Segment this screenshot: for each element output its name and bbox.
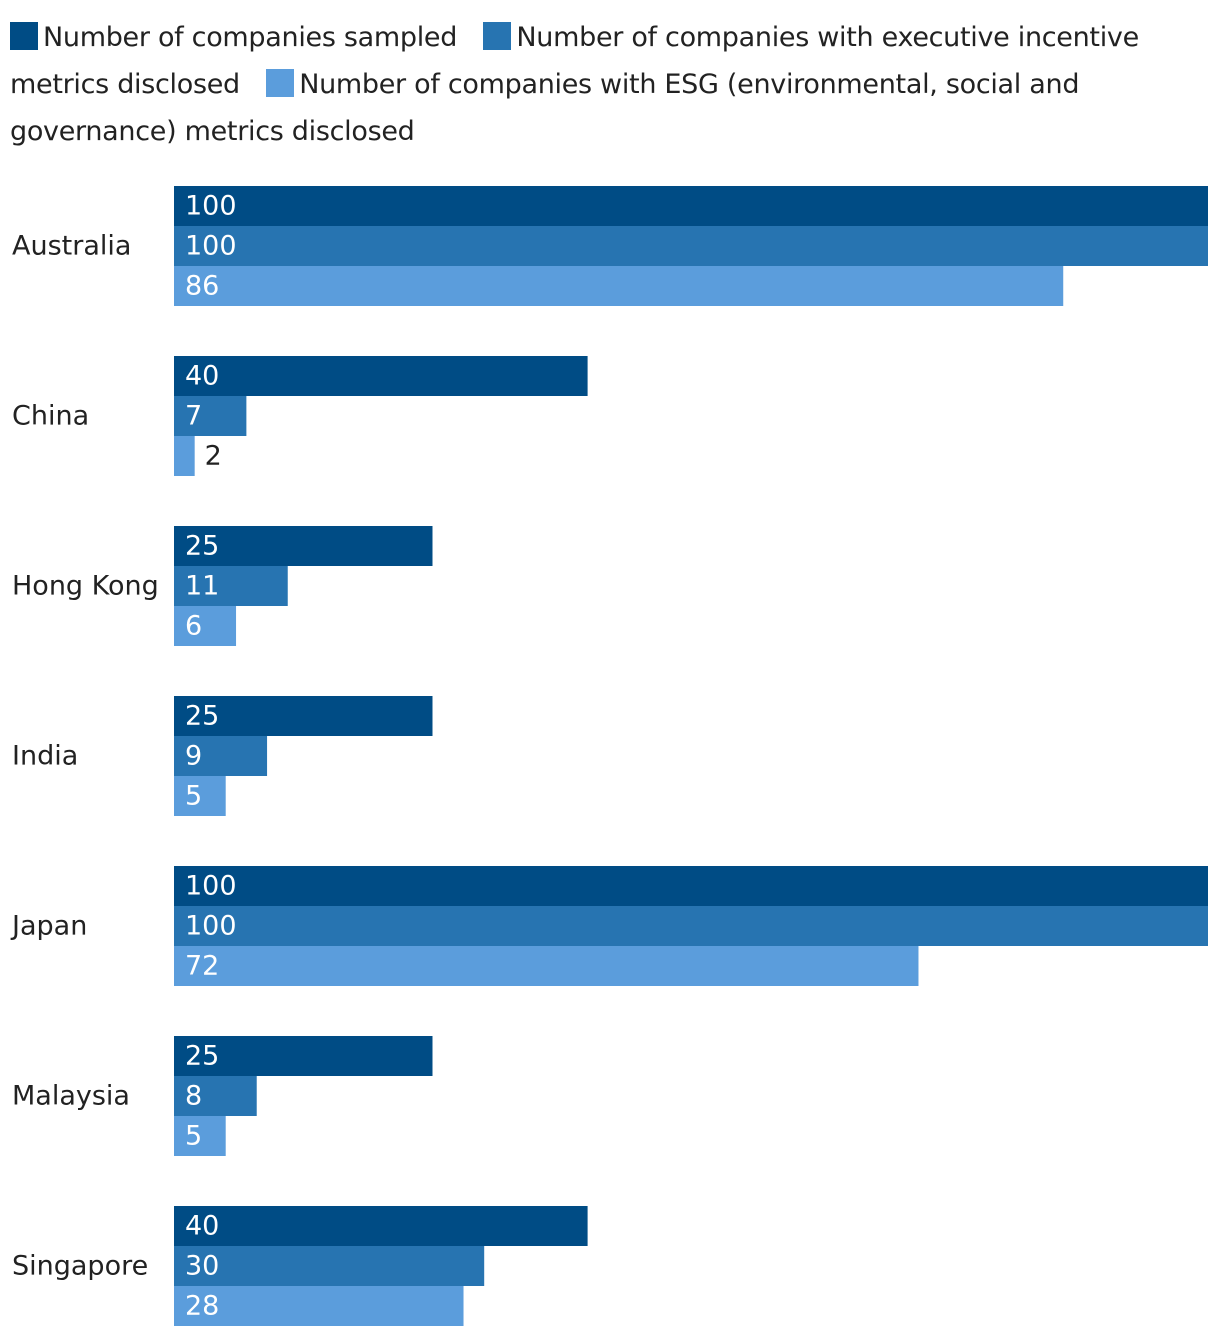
value-label-china-sampled: 40 <box>185 361 219 392</box>
value-label-china-executive-incentive: 7 <box>185 401 202 432</box>
value-label-india-sampled: 25 <box>185 701 219 732</box>
legend-swatch-esg <box>266 69 295 97</box>
legend-label-esg: Number of companies with ESG (environmen… <box>10 69 1080 147</box>
value-label-hong-kong-sampled: 25 <box>185 531 219 562</box>
value-label-australia-sampled: 100 <box>185 191 237 222</box>
value-label-japan-executive-incentive: 100 <box>185 911 237 942</box>
bar-japan-executive-incentive <box>174 906 1208 946</box>
bar-singapore-esg <box>174 1286 464 1326</box>
bar-australia-esg <box>174 266 1064 306</box>
category-label-malaysia: Malaysia <box>12 1081 130 1112</box>
legend-swatch-executive-incentive <box>483 22 512 50</box>
value-label-japan-esg: 72 <box>185 951 219 982</box>
value-label-singapore-sampled: 40 <box>185 1211 219 1242</box>
category-label-singapore: Singapore <box>12 1251 148 1282</box>
bar-japan-esg <box>174 946 919 986</box>
bar-hong-kong-sampled <box>174 526 433 566</box>
bar-china-sampled <box>174 356 588 396</box>
bar-singapore-sampled <box>174 1206 588 1246</box>
value-label-india-esg: 5 <box>185 781 202 812</box>
chart-legend: Number of companies sampled Number of co… <box>10 14 1215 155</box>
bar-malaysia-sampled <box>174 1036 433 1076</box>
bar-india-sampled <box>174 696 433 736</box>
legend-label-executive-incentive: Number of companies with executive incen… <box>10 22 1139 100</box>
value-label-india-executive-incentive: 9 <box>185 741 202 772</box>
value-label-malaysia-sampled: 25 <box>185 1041 219 1072</box>
value-label-australia-esg: 86 <box>185 271 219 302</box>
value-label-malaysia-executive-incentive: 8 <box>185 1081 202 1112</box>
category-label-hong-kong: Hong Kong <box>12 571 159 602</box>
bar-india-esg <box>174 776 226 816</box>
legend-swatch-sampled <box>10 22 38 50</box>
bar-china-executive-incentive <box>174 396 247 436</box>
bar-japan-sampled <box>174 866 1208 906</box>
legend-item-executive-incentive: Number of companies with executive incen… <box>10 22 1139 100</box>
legend-label-sampled: Number of companies sampled <box>43 22 458 53</box>
bar-malaysia-esg <box>174 1116 226 1156</box>
value-label-hong-kong-executive-incentive: 11 <box>185 571 219 602</box>
bar-china-esg <box>174 436 195 476</box>
value-label-singapore-esg: 28 <box>185 1291 219 1322</box>
bar-india-executive-incentive <box>174 736 268 776</box>
value-label-australia-executive-incentive: 100 <box>185 231 237 262</box>
legend-item-esg: Number of companies with ESG (environmen… <box>10 69 1080 147</box>
legend-item-sampled: Number of companies sampled <box>10 22 457 53</box>
category-label-japan: Japan <box>10 911 87 942</box>
bar-malaysia-executive-incentive <box>174 1076 257 1116</box>
value-label-malaysia-esg: 5 <box>185 1121 202 1152</box>
category-label-australia: Australia <box>12 231 131 262</box>
category-label-china: China <box>12 401 89 432</box>
value-label-china-esg: 2 <box>205 441 222 472</box>
bar-australia-executive-incentive <box>174 226 1208 266</box>
value-label-japan-sampled: 100 <box>185 871 237 902</box>
category-label-india: India <box>12 741 78 772</box>
bar-hong-kong-esg <box>174 606 237 646</box>
bar-australia-sampled <box>174 186 1208 226</box>
value-label-singapore-executive-incentive: 30 <box>185 1251 219 1282</box>
value-label-hong-kong-esg: 6 <box>185 611 202 642</box>
bar-hong-kong-executive-incentive <box>174 566 288 606</box>
bar-singapore-executive-incentive <box>174 1246 485 1286</box>
